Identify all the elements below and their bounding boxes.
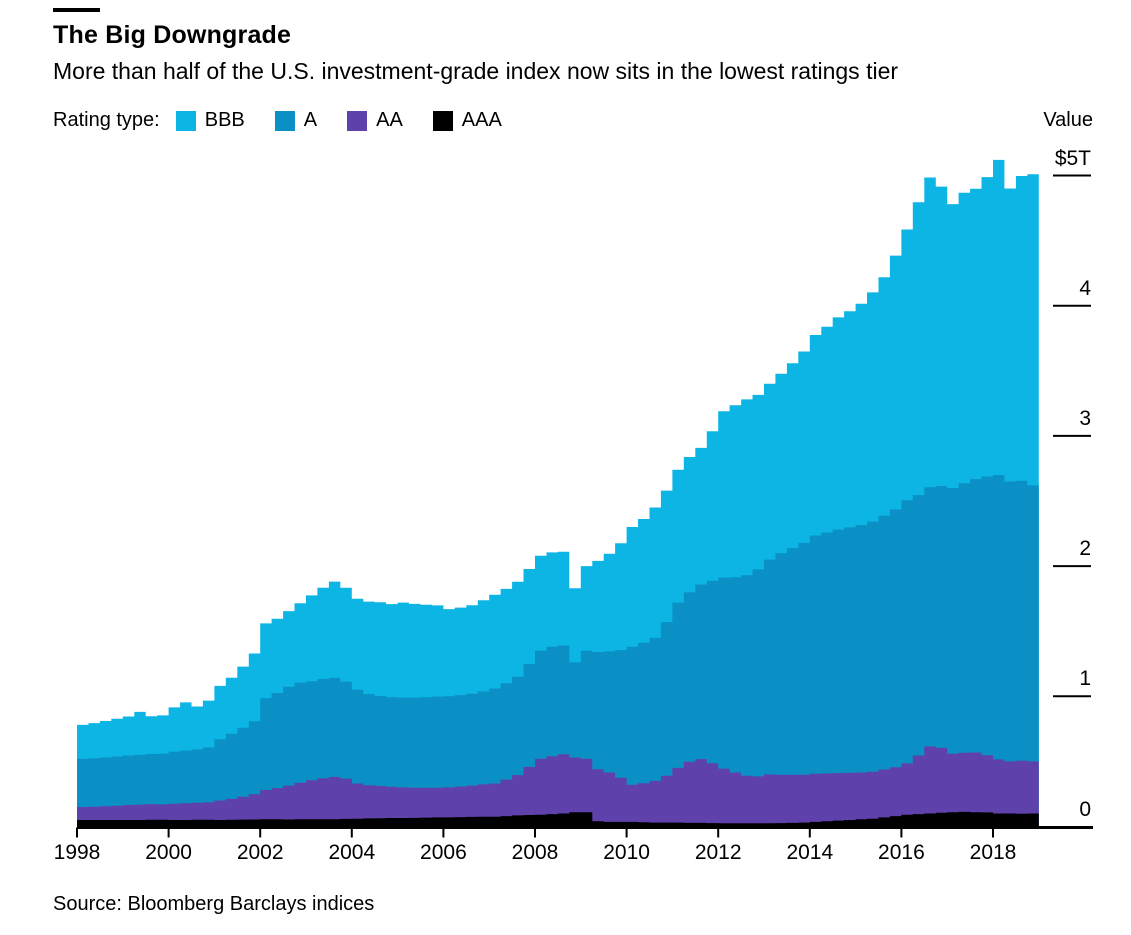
legend-item-label: BBB	[204, 109, 245, 131]
area-aa	[77, 746, 1039, 827]
legend-item-aa: AA	[347, 109, 403, 132]
x-axis-label: 2014	[786, 841, 834, 864]
y-axis-label: 2	[1079, 537, 1091, 561]
legend-item-aaa: AAA	[432, 109, 502, 132]
y-axis-label: 3	[1079, 406, 1091, 430]
legend-item-label: A	[303, 109, 318, 131]
x-axis-label: 1998	[53, 841, 101, 864]
y-axis-label: 0	[1079, 797, 1091, 821]
aa-swatch-icon	[347, 110, 368, 131]
x-axis-label: 2012	[694, 841, 742, 864]
area-a	[77, 475, 1039, 827]
y-axis-label: 1	[1079, 667, 1091, 691]
value-axis-title: Value	[1043, 109, 1093, 131]
aaa-swatch-icon	[432, 110, 453, 131]
legend: Rating type: BBB A AA AAA	[53, 109, 532, 132]
chart-subtitle: More than half of the U.S. investment-gr…	[53, 58, 899, 84]
a-swatch-icon	[274, 110, 295, 131]
x-axis-label: 2002	[236, 841, 284, 864]
x-axis-label: 2008	[511, 841, 559, 864]
legend-item-bbb: BBB	[175, 109, 245, 132]
source-note: Source: Bloomberg Barclays indices	[53, 893, 375, 915]
legend-item-a: A	[274, 109, 318, 132]
chart-title: The Big Downgrade	[53, 21, 292, 49]
x-axis-label: 2010	[603, 841, 650, 864]
accent-rule	[53, 8, 100, 12]
legend-item-label: AA	[376, 109, 403, 131]
legend-title: Rating type:	[53, 109, 160, 131]
area-aaa	[77, 811, 1039, 827]
y-axis-label: $5T	[1054, 146, 1091, 170]
x-axis-label: 2000	[145, 841, 192, 864]
x-axis-label: 2016	[878, 841, 925, 864]
x-axis-label: 2004	[328, 841, 376, 864]
bbb-swatch-icon	[175, 110, 196, 131]
y-axis-label: 4	[1079, 276, 1091, 300]
x-axis-label: 2018	[969, 841, 1017, 864]
legend-item-label: AAA	[461, 109, 502, 131]
x-axis-label: 2006	[420, 841, 467, 864]
